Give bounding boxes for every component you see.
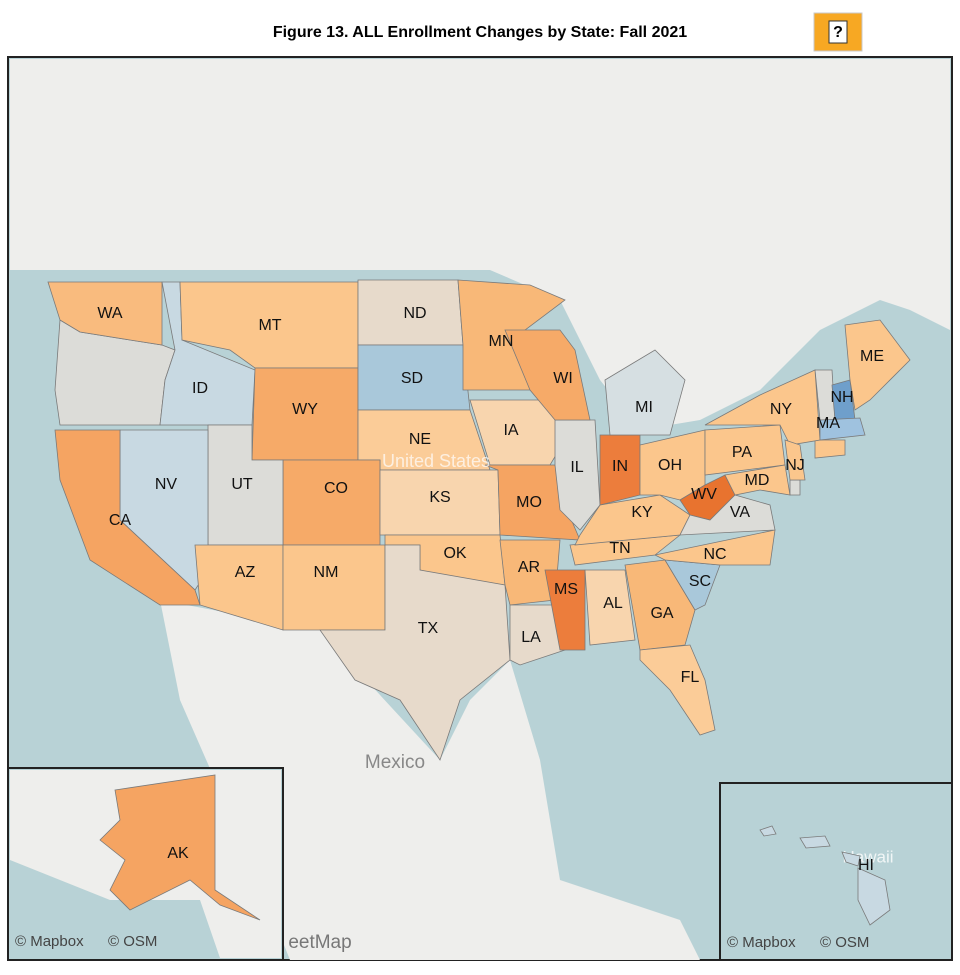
state-label: WI [553, 370, 573, 387]
mexico-land [160, 600, 700, 960]
state-label: AR [518, 559, 540, 576]
state-label: FL [681, 669, 700, 686]
state-label: MA [816, 415, 840, 432]
canada-land [10, 59, 950, 430]
state-label: WY [292, 401, 318, 418]
state-label: AZ [235, 564, 256, 581]
state-label: VA [730, 504, 750, 521]
state-label: ID [192, 380, 208, 397]
help-icon-box[interactable] [828, 20, 848, 44]
state-label: KY [631, 504, 653, 521]
state-label: GA [650, 605, 673, 622]
state-label: IL [570, 459, 583, 476]
state-shape [624, 559, 696, 651]
state-label: UT [231, 476, 253, 493]
state-shape [584, 569, 636, 646]
state-label: SD [401, 370, 423, 387]
state-shape [99, 774, 261, 921]
state-label: MT [258, 317, 281, 334]
state-shape [724, 464, 791, 496]
state-label: CA [109, 512, 132, 529]
state-label: IN [612, 458, 628, 475]
state-label: CO [324, 480, 348, 497]
figure-title: Figure 13. ALL Enrollment Changes by Sta… [273, 24, 687, 41]
state-label: OH [658, 457, 682, 474]
state-label: IA [503, 422, 518, 439]
state-label: MS [554, 581, 578, 598]
state-shape [639, 644, 716, 736]
state-label: NE [409, 431, 431, 448]
state-label: AK [167, 845, 189, 862]
state-label: HI [858, 857, 874, 874]
state-label: LA [521, 629, 541, 646]
state-label: MO [516, 494, 542, 511]
state-de [789, 479, 801, 496]
attribution-mapbox-hi: © Mapbox [727, 934, 796, 951]
state-label: ME [860, 348, 884, 365]
state-label: TX [418, 620, 439, 637]
state-label: NH [830, 389, 853, 406]
state-label: WV [691, 486, 717, 503]
help-icon[interactable]: ? [833, 24, 843, 41]
state-label: MD [745, 472, 770, 489]
attribution-osm-ak: © OSM [108, 933, 157, 950]
state-label: TN [609, 540, 630, 557]
state-ct [814, 439, 846, 459]
state-label: MI [635, 399, 653, 416]
hawaii-inset [719, 782, 953, 961]
state-label: NC [703, 546, 726, 563]
state-label: ND [403, 305, 426, 322]
state-label: NJ [785, 457, 805, 474]
state-shape [282, 544, 386, 631]
state-shape [819, 417, 866, 441]
state-label: NV [155, 476, 178, 493]
state-shape [604, 349, 686, 436]
state-shape [499, 539, 561, 606]
state-label: PA [732, 444, 752, 461]
states [47, 279, 911, 761]
attribution-mapbox-ak: © Mapbox [15, 933, 84, 950]
state-shape [504, 329, 591, 421]
state-label: AL [603, 595, 623, 612]
state-label: WA [97, 305, 123, 322]
state-shape [282, 459, 381, 546]
state-shape [844, 319, 911, 411]
attribution-osm-hi: © OSM [820, 934, 869, 951]
state-shape [679, 494, 776, 536]
state-shape [319, 544, 511, 761]
state-label: MN [489, 333, 514, 350]
us-label: United States [382, 451, 490, 471]
state-label: SC [689, 573, 711, 590]
state-label: NY [770, 401, 793, 418]
state-shape [759, 825, 891, 926]
state-shape [784, 439, 806, 481]
state-shape [509, 604, 566, 666]
state-label: NM [314, 564, 339, 581]
streetmap-fragment: eetMap [288, 932, 351, 953]
state-shape [653, 529, 776, 566]
help-button[interactable]: ? [813, 12, 863, 52]
state-label: OK [443, 545, 466, 562]
mexico-label: Mexico [365, 752, 425, 773]
state-shape [554, 419, 601, 531]
overlay: WA ID MT WY ND SD NE CO UT NV CA AZ NM KS OK TX MN IA MO AR… [97, 305, 891, 926]
state-label: KS [429, 489, 450, 506]
state-shape [544, 569, 586, 651]
